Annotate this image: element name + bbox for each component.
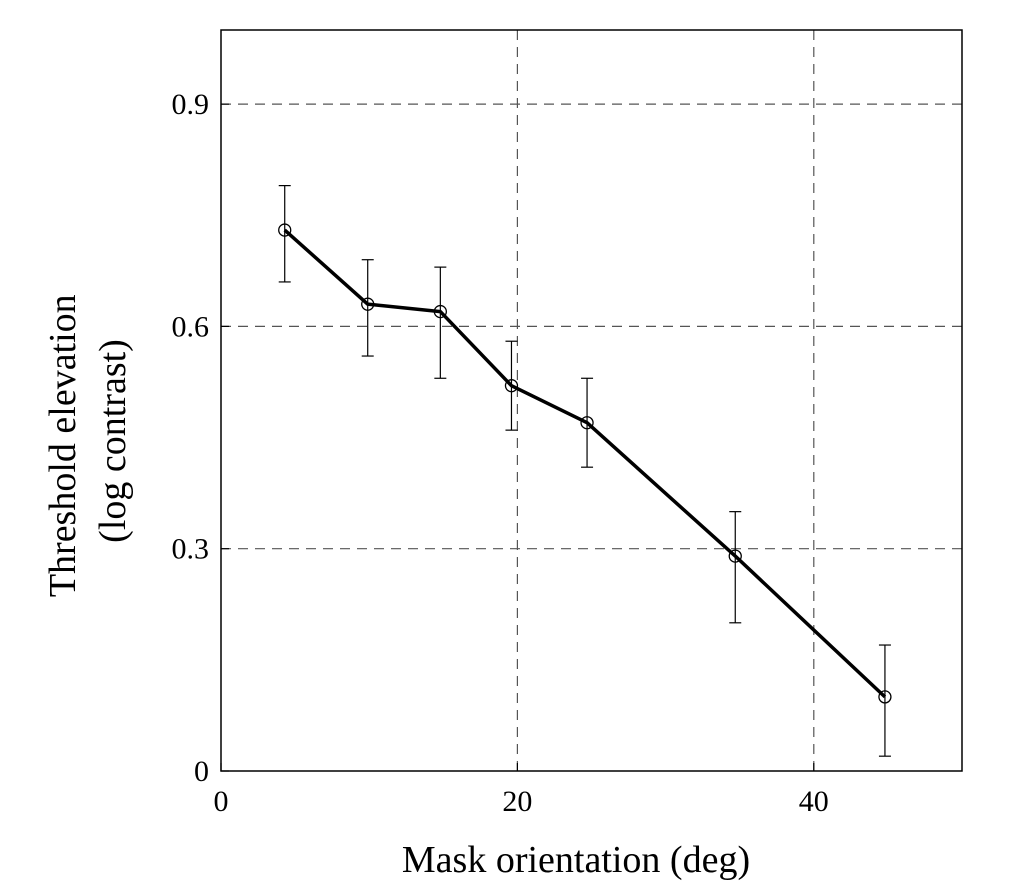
- error-bar: [361, 259, 374, 357]
- y-tick-label: 0.9: [172, 88, 210, 121]
- error-bar: [434, 266, 447, 379]
- series-group: [278, 185, 892, 757]
- x-tick-label: 20: [502, 785, 532, 818]
- y-axis-title-line-2: (log contrast): [92, 339, 134, 543]
- error-bar: [878, 644, 891, 757]
- error-bar: [729, 511, 742, 624]
- y-tick-label: 0.3: [172, 533, 210, 566]
- data-point: [580, 416, 594, 430]
- error-bar: [278, 185, 291, 283]
- series-line: [283, 228, 887, 699]
- y-tick-label: 0: [194, 755, 209, 788]
- x-axis-ticks: 0 20 40: [214, 763, 829, 818]
- grid-lines: [221, 30, 962, 771]
- y-axis-title: Threshold elevation (log contrast): [42, 285, 134, 597]
- x-axis-title: Mask orientation (deg): [402, 839, 750, 881]
- y-axis-ticks: 0 0.3 0.6 0.9: [172, 88, 229, 788]
- x-tick-label: 40: [799, 785, 829, 818]
- data-point: [728, 549, 742, 563]
- y-axis-title-line-1: Threshold elevation: [42, 294, 84, 597]
- data-point: [433, 304, 447, 319]
- data-point: [278, 223, 292, 237]
- y-tick-label: 0.6: [172, 310, 210, 343]
- plot-area-frame: [220, 29, 963, 772]
- data-point: [504, 379, 519, 393]
- x-tick-label: 0: [214, 785, 229, 818]
- data-point: [878, 690, 892, 704]
- data-point: [361, 297, 375, 311]
